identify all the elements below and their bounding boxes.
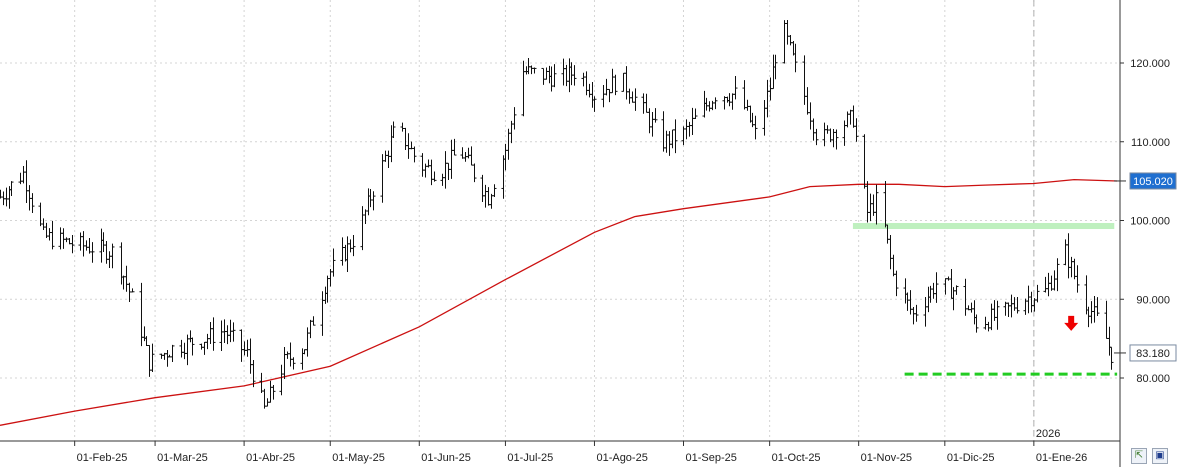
x-tick-label: 01-Oct-25	[772, 452, 821, 464]
moving-average	[0, 178, 1118, 426]
year-label: 2026	[1036, 428, 1060, 440]
ma-last-price-box	[1129, 172, 1177, 190]
ma-last-price-label: 105.020	[1133, 176, 1173, 188]
x-tick-label: 01-Ene-26	[1036, 452, 1087, 464]
last-price-box	[1129, 344, 1177, 362]
ma-line	[0, 178, 1118, 426]
save-icon[interactable]: ▣	[1152, 448, 1168, 464]
x-tick-label: 01-Mar-25	[157, 452, 208, 464]
zoom-fit-icon[interactable]: ⇱	[1131, 448, 1147, 464]
down-arrow-icon	[1064, 315, 1079, 331]
x-tick-label: 01-Dic-25	[947, 452, 995, 464]
y-tick-label: 100.000	[1130, 216, 1170, 228]
x-tick-label: 01-Sep-25	[685, 452, 736, 464]
x-tick-label: 01-May-25	[332, 452, 385, 464]
x-tick-label: 01-Nov-25	[861, 452, 912, 464]
x-tick-label: 01-Feb-25	[77, 452, 128, 464]
last-price-label: 83.180	[1136, 348, 1170, 360]
annotations	[852, 223, 1118, 376]
x-tick-label: 01-Jul-25	[507, 452, 553, 464]
resistance-zone	[852, 223, 1115, 230]
price-labels: 105.020 83.180	[1114, 172, 1177, 362]
ohlc-series	[0, 19, 1114, 409]
y-tick-label: 110.000	[1131, 137, 1170, 149]
y-tick-label: 90.000	[1136, 294, 1170, 306]
y-tick-label: 120.000	[1130, 58, 1170, 70]
year-marker: 2026	[1033, 0, 1060, 441]
x-tick-label: 01-Abr-25	[246, 452, 295, 464]
y-tick-label: 80.000	[1136, 373, 1170, 385]
x-tick-label: 01-Ago-25	[596, 452, 647, 464]
x-tick-label: 01-Jun-25	[421, 452, 471, 464]
